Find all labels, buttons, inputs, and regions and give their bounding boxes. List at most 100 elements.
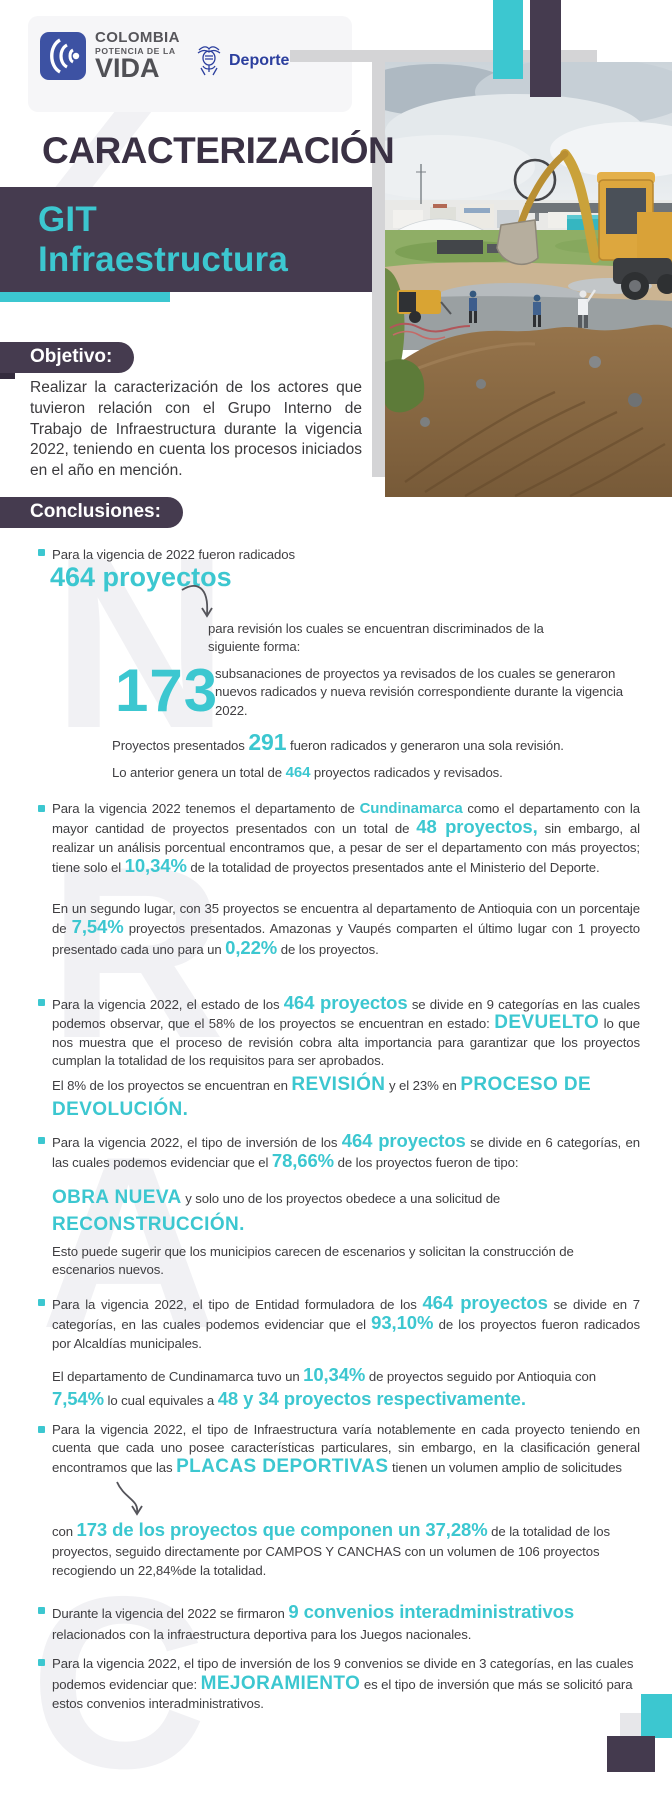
- bullet-icon: [38, 549, 45, 556]
- bullet-6-secondary: con 173 de los proyectos que componen un…: [52, 1520, 612, 1581]
- bullet-2-text: Para la vigencia 2022 tenemos el departa…: [52, 800, 640, 878]
- colombia-potencia-vida-logo: COLOMBIA POTENCIA DE LA VIDA: [40, 30, 180, 81]
- text-segment: tienen un volumen amplio de solicitudes: [388, 1459, 622, 1475]
- watermark-letter: N: [52, 505, 229, 779]
- git-box-line2: Infraestructura: [38, 239, 289, 279]
- bullet-4-tertiary: Esto puede sugerir que los municipios ca…: [52, 1244, 574, 1278]
- bullet-3-text: Para la vigencia 2022, el estado de los …: [52, 993, 640, 1071]
- text-segment: Cundinamarca: [359, 800, 463, 817]
- text-segment: 48 y 34 proyectos respectivamente.: [217, 1388, 526, 1409]
- bullet-4-secondary: OBRA NUEVA y solo uno de los proyectos o…: [52, 1185, 532, 1239]
- photo-backdrop-strip: [372, 62, 385, 477]
- text-segment: 0,22%: [225, 936, 278, 958]
- bullet-icon: [38, 999, 45, 1006]
- logo-line-colombia: COLOMBIA: [95, 29, 180, 46]
- bullet-icon: [38, 1299, 45, 1306]
- text-segment: fueron radicados y generaron una sola re…: [286, 738, 564, 753]
- bullet-1-highlight: 464 proyectos: [50, 562, 232, 592]
- watermark-letter: R: [48, 815, 225, 1089]
- curved-arrow-icon: [116, 1481, 143, 1516]
- text-segment: El departamento de Cundinamarca tuvo un: [52, 1369, 304, 1384]
- text-segment: 291: [248, 729, 287, 755]
- text-segment: y el 23% en: [385, 1078, 461, 1093]
- text-segment: de los proyectos fueron radicados por Al…: [52, 1317, 640, 1351]
- bullet-3-secondary: El 8% de los proyectos se encuentran en …: [52, 1073, 612, 1123]
- bullet-8-text: Para la vigencia 2022, el tipo de invers…: [52, 1654, 640, 1714]
- text-segment: proyectos radicados y revisados.: [310, 765, 503, 780]
- page-title: CARACTERIZACIÓN: [42, 130, 395, 171]
- top-accent-bar-dark: [530, 0, 561, 97]
- bullet-icon: [38, 1659, 45, 1666]
- bullet-6-text: Para la vigencia 2022, el tipo de Infrae…: [52, 1421, 640, 1477]
- text-segment: lo cual equivales a: [103, 1393, 218, 1408]
- text-segment: de la totalidad de los proyectos, seguid…: [52, 1524, 610, 1578]
- bullet-7-text: Durante la vigencia del 2022 se firmaron…: [52, 1601, 640, 1645]
- text-segment: con: [52, 1524, 77, 1539]
- text-segment: OBRA NUEVA: [52, 1187, 182, 1208]
- text-segment: proyectos presentados. Amazonas y Vaupés…: [52, 921, 640, 957]
- text-segment: 464 proyectos: [341, 1130, 466, 1151]
- text-segment: REVISIÓN: [291, 1074, 386, 1095]
- text-segment: En un segundo lugar, con 35 proyectos se…: [52, 901, 640, 937]
- text-segment: y solo uno de los proyectos obedece a un…: [181, 1191, 501, 1206]
- text-segment: 7,54%: [71, 916, 124, 938]
- bottom-accent-square-dark: [607, 1736, 655, 1772]
- text-segment: Durante la vigencia del 2022 se firmaron: [52, 1606, 289, 1621]
- text-segment: 9 convenios interadministrativos: [288, 1601, 575, 1622]
- bullet-2-secondary: En un segundo lugar, con 35 proyectos se…: [52, 900, 640, 959]
- text-segment: sin embargo, al realizar un análisis por…: [52, 821, 640, 876]
- deporte-label: Deporte: [229, 52, 290, 69]
- bullet-1-intro: Para la vigencia de 2022 fueron radicado…: [52, 547, 295, 562]
- text-segment: de los proyectos fueron de tipo:: [334, 1155, 519, 1171]
- git-title-box: GIT Infraestructura: [0, 187, 372, 292]
- bullet-1-note: para revisión los cuales se encuentran d…: [208, 621, 544, 655]
- construction-site-illustration: [385, 62, 672, 497]
- teal-accent-bar: [0, 292, 170, 302]
- construction-site-photo: [385, 62, 672, 497]
- bullet-4-text: Para la vigencia 2022, el tipo de invers…: [52, 1130, 640, 1173]
- text-segment: 78,66%: [271, 1150, 335, 1172]
- text-segment: PLACAS DEPORTIVAS: [176, 1455, 389, 1477]
- stat-173-text: subsanaciones de proyectos ya revisados …: [215, 666, 624, 718]
- bullet-5-secondary: El departamento de Cundinamarca tuvo un …: [52, 1364, 640, 1412]
- text-segment: Para la vigencia 2022 tenemos el departa…: [52, 801, 360, 816]
- bullet-icon: [38, 1607, 45, 1614]
- text-segment: Para la vigencia 2022, el tipo de Infrae…: [52, 1422, 640, 1475]
- text-segment: Para la vigencia 2022, el estado de los: [52, 997, 284, 1012]
- text-segment: Lo anterior genera un total de: [112, 765, 286, 780]
- text-segment: es el tipo de inversión que más se solic…: [52, 1676, 633, 1712]
- text-segment: 10,34%: [124, 855, 187, 877]
- logo-line-vida: VIDA: [95, 52, 160, 83]
- text-segment: se divide en 7 categorías, en las cuales…: [52, 1297, 641, 1333]
- text-segment: Para la vigencia 2022, el tipo de invers…: [52, 1656, 634, 1692]
- text-segment: se divide en 6 categorías, en las cuales…: [52, 1135, 640, 1171]
- worker-figures: [469, 289, 596, 328]
- curved-arrow-icon: [181, 585, 213, 618]
- text-segment: como el departamento con la mayor cantid…: [52, 801, 641, 837]
- text-segment: Para la vigencia 2022, el tipo de Entida…: [52, 1297, 423, 1312]
- excavator: [496, 149, 672, 300]
- bullet-icon: [38, 1426, 45, 1433]
- text-segment: MEJORAMIENTO: [200, 1672, 361, 1694]
- text-segment: 464: [285, 764, 311, 781]
- text-segment: Proyectos presentados: [112, 738, 249, 753]
- ministerio-deporte-logo: Deporte: [196, 44, 289, 78]
- top-accent-bar-teal: [493, 0, 523, 79]
- conclusiones-heading: Conclusiones:: [0, 497, 183, 528]
- colombia-coat-of-arms-icon: [197, 46, 221, 76]
- git-box-line1: GIT: [38, 200, 97, 240]
- text-segment: El 8% de los proyectos se encuentran en: [52, 1078, 292, 1093]
- bullet-icon: [38, 1137, 45, 1144]
- watermark-letter: C: [30, 1545, 207, 1819]
- bottom-accent-square-teal: [641, 1694, 672, 1738]
- bullet-icon: [38, 805, 45, 812]
- text-segment: 464 proyectos: [422, 1292, 548, 1313]
- objetivo-paragraph: Realizar la caracterización de los actor…: [30, 379, 362, 480]
- bottom-accent-square-gray: [620, 1713, 644, 1736]
- stat-number-173: 173: [115, 657, 219, 724]
- colombia-logo-text: COLOMBIA POTENCIA DE LA VIDA: [95, 30, 180, 81]
- colombia-waves-icon: [40, 31, 86, 80]
- text-segment: de los proyectos.: [277, 941, 379, 957]
- paragraph-464-total: Lo anterior genera un total de 464 proye…: [112, 764, 660, 782]
